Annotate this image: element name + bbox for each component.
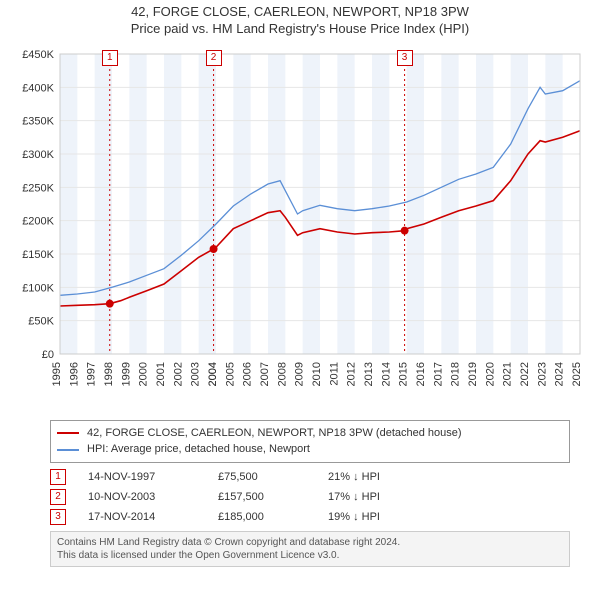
legend-row-hpi: HPI: Average price, detached house, Newp… bbox=[57, 441, 563, 458]
svg-text:1996: 1996 bbox=[68, 362, 80, 386]
sale-marker-3: 3 bbox=[50, 509, 66, 525]
svg-text:2002: 2002 bbox=[172, 362, 184, 386]
title-line-2: Price paid vs. HM Land Registry's House … bbox=[0, 21, 600, 38]
marker-badge-3: 3 bbox=[397, 50, 413, 66]
svg-text:2004: 2004 bbox=[207, 362, 219, 386]
svg-text:£300K: £300K bbox=[22, 149, 54, 161]
svg-text:2010: 2010 bbox=[311, 362, 323, 386]
svg-text:2013: 2013 bbox=[363, 362, 375, 386]
sale-price-2: £157,500 bbox=[218, 491, 328, 503]
svg-text:£100K: £100K bbox=[22, 282, 54, 294]
line-chart-svg: £0 £50K £100K £150K £200K £250K £300K £350K £400… bbox=[10, 44, 590, 414]
svg-text:2000: 2000 bbox=[138, 362, 150, 386]
sale-price-3: £185,000 bbox=[218, 511, 328, 523]
sale-date-2: 10-NOV-2003 bbox=[88, 491, 218, 503]
svg-text:2017: 2017 bbox=[432, 362, 444, 386]
svg-text:2006: 2006 bbox=[242, 362, 254, 386]
legend-swatch-property bbox=[57, 432, 79, 434]
svg-text:£350K: £350K bbox=[22, 115, 54, 127]
svg-text:£50K: £50K bbox=[28, 315, 54, 327]
svg-text:2015: 2015 bbox=[398, 362, 410, 386]
svg-text:2014: 2014 bbox=[380, 362, 392, 386]
svg-text:2009: 2009 bbox=[294, 362, 306, 386]
svg-text:2003: 2003 bbox=[190, 362, 202, 386]
sale-diff-1: 21% ↓ HPI bbox=[328, 471, 380, 483]
svg-text:2024: 2024 bbox=[554, 362, 566, 386]
legend-label-property: 42, FORGE CLOSE, CAERLEON, NEWPORT, NP18… bbox=[87, 425, 462, 442]
title-line-1: 42, FORGE CLOSE, CAERLEON, NEWPORT, NP18… bbox=[0, 4, 600, 21]
svg-text:2025: 2025 bbox=[571, 362, 583, 386]
svg-text:£250K: £250K bbox=[22, 182, 54, 194]
svg-text:2016: 2016 bbox=[415, 362, 427, 386]
sale-marker-2: 2 bbox=[50, 489, 66, 505]
svg-text:2018: 2018 bbox=[450, 362, 462, 386]
svg-text:2023: 2023 bbox=[536, 362, 548, 386]
svg-text:2005: 2005 bbox=[224, 362, 236, 386]
sale-marker-1: 1 bbox=[50, 469, 66, 485]
svg-text:2011: 2011 bbox=[328, 362, 340, 386]
marker-badge-1: 1 bbox=[102, 50, 118, 66]
svg-text:£150K: £150K bbox=[22, 249, 54, 261]
sale-row-3: 3 17-NOV-2014 £185,000 19% ↓ HPI bbox=[50, 509, 570, 525]
svg-text:2020: 2020 bbox=[484, 362, 496, 386]
svg-text:1995: 1995 bbox=[51, 362, 63, 386]
legend: 42, FORGE CLOSE, CAERLEON, NEWPORT, NP18… bbox=[50, 420, 570, 463]
sale-date-3: 17-NOV-2014 bbox=[88, 511, 218, 523]
svg-text:2001: 2001 bbox=[155, 362, 167, 386]
svg-text:2022: 2022 bbox=[519, 362, 531, 386]
chart-title-block: 42, FORGE CLOSE, CAERLEON, NEWPORT, NP18… bbox=[0, 0, 600, 38]
svg-text:2012: 2012 bbox=[346, 362, 358, 386]
legend-row-property: 42, FORGE CLOSE, CAERLEON, NEWPORT, NP18… bbox=[57, 425, 563, 442]
svg-text:1997: 1997 bbox=[86, 362, 98, 386]
marker-badge-2: 2 bbox=[206, 50, 222, 66]
sale-date-1: 14-NOV-1997 bbox=[88, 471, 218, 483]
svg-text:£400K: £400K bbox=[22, 82, 54, 94]
svg-text:2021: 2021 bbox=[502, 362, 514, 386]
sale-row-1: 1 14-NOV-1997 £75,500 21% ↓ HPI bbox=[50, 469, 570, 485]
legend-label-hpi: HPI: Average price, detached house, Newp… bbox=[87, 441, 310, 458]
svg-text:£0: £0 bbox=[42, 349, 54, 361]
svg-text:2008: 2008 bbox=[276, 362, 288, 386]
svg-text:£450K: £450K bbox=[22, 49, 54, 61]
svg-text:£200K: £200K bbox=[22, 215, 54, 227]
chart-area: £0 £50K £100K £150K £200K £250K £300K £350K £400… bbox=[10, 44, 590, 414]
svg-text:1998: 1998 bbox=[103, 362, 115, 386]
legend-swatch-hpi bbox=[57, 449, 79, 451]
svg-text:1999: 1999 bbox=[120, 362, 132, 386]
svg-text:2007: 2007 bbox=[259, 362, 271, 386]
footer-line-2: This data is licensed under the Open Gov… bbox=[57, 549, 563, 562]
sale-price-1: £75,500 bbox=[218, 471, 328, 483]
sale-row-2: 2 10-NOV-2003 £157,500 17% ↓ HPI bbox=[50, 489, 570, 505]
sales-list: 1 14-NOV-1997 £75,500 21% ↓ HPI 2 10-NOV… bbox=[50, 469, 570, 525]
svg-text:2019: 2019 bbox=[467, 362, 479, 386]
footer-line-1: Contains HM Land Registry data © Crown c… bbox=[57, 536, 563, 549]
sale-diff-2: 17% ↓ HPI bbox=[328, 491, 380, 503]
sale-diff-3: 19% ↓ HPI bbox=[328, 511, 380, 523]
attribution-footer: Contains HM Land Registry data © Crown c… bbox=[50, 531, 570, 567]
